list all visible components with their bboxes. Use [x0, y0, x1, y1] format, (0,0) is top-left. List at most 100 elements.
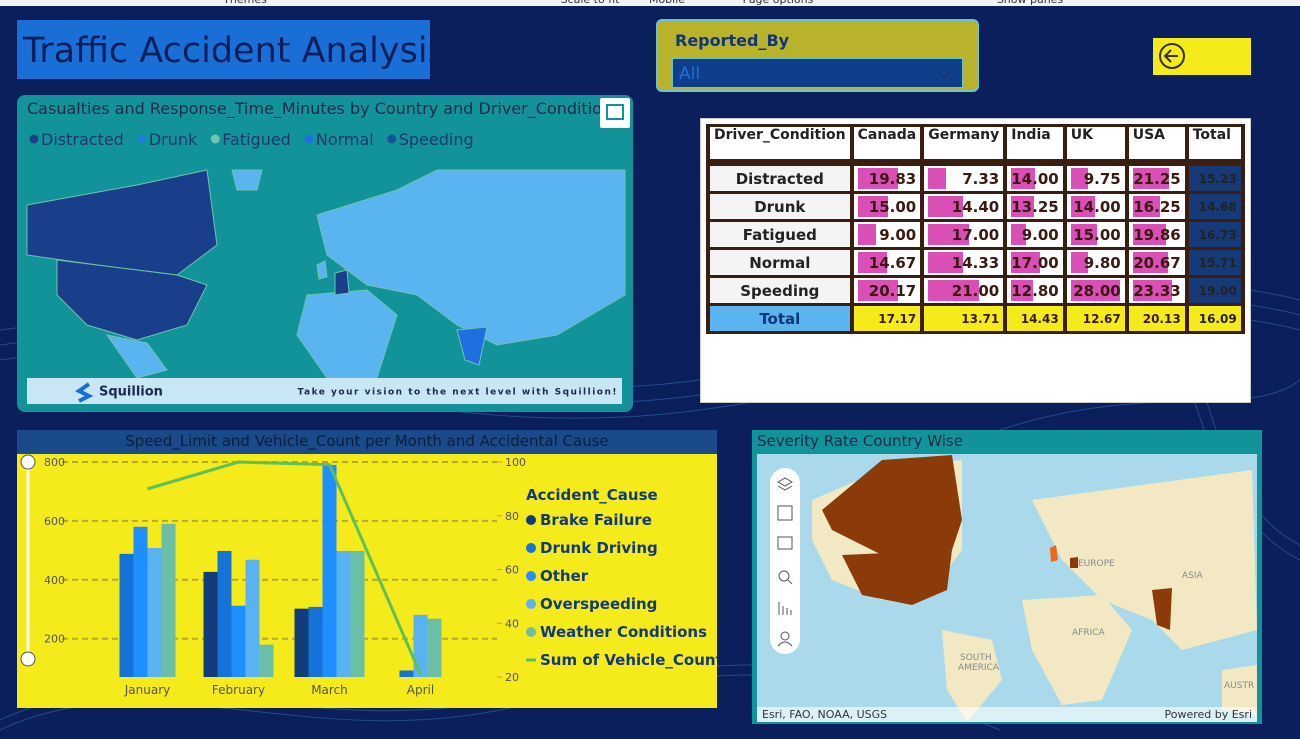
- data-bar: [1070, 168, 1088, 189]
- data-bar: [1011, 280, 1033, 301]
- row-total: 14.68: [1188, 194, 1241, 219]
- map-area: [26, 169, 626, 379]
- menu-item[interactable]: Scale to fit: [561, 0, 620, 6]
- row-label: Speeding: [710, 278, 850, 303]
- y-tick-label: 800: [44, 456, 65, 469]
- total-cell: 14.43: [1007, 306, 1063, 331]
- brand: Squillion: [99, 385, 163, 400]
- matrix-cell: 23.33: [1128, 278, 1185, 303]
- x-tick-label: February: [212, 683, 265, 697]
- legend-label: Brake Failure: [540, 511, 652, 529]
- data-bar: [1070, 224, 1098, 245]
- cell-value: 9.75: [1083, 169, 1121, 188]
- tagline: Take your vision to the next level with …: [298, 388, 618, 398]
- bar: [161, 523, 176, 677]
- legend-label: Overspeeding: [540, 595, 657, 613]
- x-tick-label: January: [124, 683, 171, 697]
- slicer: Reported_By All: [656, 19, 979, 92]
- row-label: Drunk: [710, 194, 850, 219]
- back-button[interactable]: [1153, 38, 1251, 75]
- legend-label: Normal: [316, 130, 374, 149]
- row-label: Normal: [710, 250, 850, 275]
- y-tick-label: 600: [44, 515, 65, 528]
- matrix-panel: Driver_Condition Canada Germany India UK USA T…: [700, 118, 1251, 403]
- cell-value: 14.40: [951, 197, 1000, 216]
- focus-icon: [606, 104, 624, 120]
- toolbar-icons[interactable]: [776, 477, 794, 647]
- region-label: AFRICA: [1072, 628, 1106, 638]
- cell-value: 9.00: [1021, 225, 1059, 244]
- data-bar: [928, 224, 969, 245]
- bar: [336, 550, 351, 677]
- menu-item[interactable]: Themes: [223, 0, 267, 6]
- cell-value: 19.83: [868, 169, 917, 188]
- column-header: India: [1007, 127, 1063, 159]
- cell-value: 20.17: [868, 281, 917, 300]
- data-bar: [1011, 252, 1040, 273]
- cell-value: 13.25: [1011, 197, 1059, 216]
- focus-button[interactable]: [600, 98, 630, 128]
- bar: [294, 608, 309, 677]
- total-cell: 20.13: [1128, 306, 1185, 331]
- region-label: EUROPE: [1078, 559, 1115, 569]
- menu-item[interactable]: Mobile: [649, 0, 685, 6]
- data-bar: [1132, 224, 1167, 245]
- legend-marker: [210, 134, 220, 144]
- map-title: Severity Rate Country Wise: [757, 432, 963, 450]
- legend-marker: [304, 134, 314, 144]
- menu-item[interactable]: Show panes: [997, 0, 1063, 6]
- y2-tick-label: 100: [505, 456, 526, 469]
- bar: [133, 526, 148, 677]
- y2-tick-label: 60: [505, 564, 519, 577]
- slider-handle[interactable]: [20, 454, 36, 470]
- total-cell: 13.71: [924, 306, 1004, 331]
- bar: [322, 464, 337, 677]
- column-header: USA: [1128, 127, 1185, 159]
- matrix-cell: 17.00: [1007, 250, 1063, 275]
- column-header: Driver_Condition: [710, 127, 850, 159]
- matrix-cell: 15.00: [853, 194, 921, 219]
- bar: [427, 618, 442, 677]
- y-tick-label: 200: [44, 633, 65, 646]
- legend-title: Accident_Cause: [526, 486, 658, 504]
- region-label: AUSTR: [1224, 681, 1254, 691]
- legend-label: Other: [540, 567, 589, 585]
- cell-value: 7.33: [962, 169, 1000, 188]
- row-total: 16.73: [1188, 222, 1241, 247]
- header-row: Driver_Condition Canada Germany India UK USA T…: [710, 127, 1241, 159]
- chevron: [935, 69, 953, 80]
- menu-item[interactable]: Page options: [743, 0, 814, 6]
- legend-marker: [526, 627, 536, 637]
- cell-value: 12.80: [1011, 281, 1059, 300]
- data-bar: [1070, 252, 1088, 273]
- matrix-cell: 21.00: [924, 278, 1004, 303]
- spacer-row: [710, 162, 1241, 163]
- cell-value: 17.00: [951, 225, 1000, 244]
- column-header: UK: [1066, 127, 1125, 159]
- legend-marker: [137, 134, 147, 144]
- cell-value: 21.25: [1133, 169, 1181, 188]
- slicer-dropdown[interactable]: All: [672, 58, 963, 88]
- data-bar: [1132, 196, 1161, 217]
- bar: [245, 559, 260, 677]
- bar: [119, 553, 134, 677]
- slider-handle[interactable]: [20, 651, 36, 667]
- total-row: Total 17.17 13.71 14.43 12.67 20.13 16.09: [710, 306, 1241, 331]
- chart-title: Speed_Limit and Vehicle_Count per Month …: [125, 432, 609, 451]
- cell-value: 21.00: [951, 281, 1000, 300]
- bubble-map: Severity Rate Country Wise EUROPE ASIA A…: [757, 432, 1257, 722]
- powered-by: Powered by Esri: [1164, 708, 1252, 721]
- legend-label: Speeding: [399, 130, 474, 149]
- matrix-cell: 9.75: [1066, 166, 1125, 191]
- bar: [350, 550, 365, 677]
- cell-value: 9.00: [879, 225, 917, 244]
- legend-marker: [387, 134, 397, 144]
- row-total: 15.71: [1188, 250, 1241, 275]
- cell-value: 23.33: [1133, 281, 1181, 300]
- data-bar: [928, 168, 946, 189]
- matrix-cell: 21.25: [1128, 166, 1185, 191]
- cell-value: 14.00: [1073, 197, 1121, 216]
- matrix: Driver_Condition Canada Germany India UK USA T…: [706, 124, 1245, 334]
- y2-tick-label: 20: [505, 671, 519, 684]
